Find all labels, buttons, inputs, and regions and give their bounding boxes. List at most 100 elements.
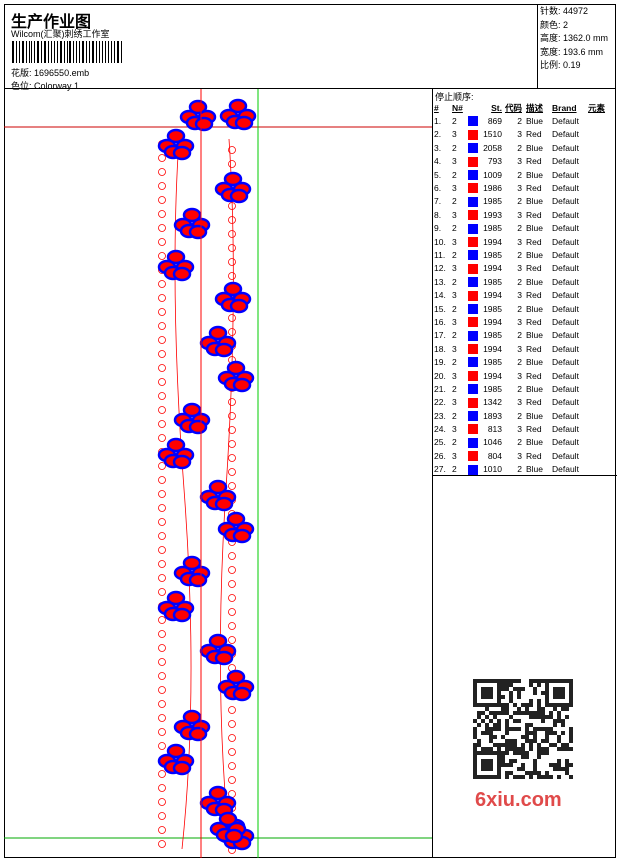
color-swatch: [468, 397, 478, 408]
row-stitches: 1985: [483, 357, 502, 368]
petal: [172, 607, 192, 623]
row-index: 24.: [434, 424, 446, 435]
color-swatch: [468, 156, 478, 167]
qr-module: [473, 703, 477, 707]
qr-module: [541, 679, 545, 683]
qr-module: [569, 727, 573, 731]
petal: [166, 249, 186, 265]
row-index: 3.: [434, 142, 442, 153]
barcode-bar: [21, 41, 24, 63]
qr-module: [553, 767, 557, 771]
color-swatch: [468, 290, 478, 301]
flower-motif: [199, 325, 237, 358]
qr-module: [493, 743, 497, 747]
flower-motif: [214, 171, 252, 204]
vine-bud: [158, 154, 166, 162]
row-code: 2: [517, 383, 522, 394]
flower-motif: [209, 811, 247, 844]
qr-module: [525, 703, 529, 707]
qr-module: [537, 771, 541, 775]
row-description: Blue: [526, 410, 544, 421]
table-row: 2. 3 1510 3 Red Default: [434, 128, 605, 141]
qr-module: [513, 759, 517, 763]
row-needle: 3: [452, 397, 457, 408]
col-description: 描述: [526, 102, 544, 113]
row-brand: Default: [552, 116, 579, 127]
table-row: 18. 3 1994 3 Red Default: [434, 342, 605, 355]
qr-module: [481, 731, 485, 735]
petal: [214, 650, 234, 666]
qr-module: [545, 751, 549, 755]
vine-bud: [158, 182, 166, 190]
qr-module: [473, 719, 477, 723]
qr-module: [557, 747, 561, 751]
vine-bud: [158, 364, 166, 372]
qr-module: [537, 711, 541, 715]
col-needle: N#: [452, 102, 463, 113]
row-description: Red: [526, 370, 542, 381]
barcode-bar: [117, 41, 120, 63]
qr-module: [521, 755, 525, 759]
vine-bud: [228, 314, 236, 322]
qr-module: [549, 727, 553, 731]
vine-bud: [228, 720, 236, 728]
qr-module: [481, 775, 485, 779]
qr-module: [513, 775, 517, 779]
vine-bud: [228, 608, 236, 616]
qr-module: [541, 775, 545, 779]
qr-module: [473, 731, 477, 735]
table-row: 20. 3 1994 3 Red Default: [434, 369, 605, 382]
row-code: 3: [517, 424, 522, 435]
qr-module: [497, 723, 501, 727]
row-code: 3: [517, 450, 522, 461]
row-brand: Default: [552, 370, 579, 381]
design-info: 针数: 44972 颜色: 2 高度: 1362.0 mm 宽度: 193.6 …: [537, 4, 616, 89]
qr-module: [557, 711, 561, 715]
qr-module: [537, 727, 541, 731]
qr-module: [561, 695, 565, 699]
row-needle: 3: [452, 370, 457, 381]
qr-module: [545, 771, 549, 775]
row-code: 2: [517, 223, 522, 234]
petal: [194, 116, 214, 132]
table-row: 7. 2 1985 2 Blue Default: [434, 195, 605, 208]
row-needle: 2: [452, 223, 457, 234]
qr-module: [565, 763, 569, 767]
qr-module: [541, 747, 545, 751]
vine-bud: [158, 196, 166, 204]
petal: [182, 555, 202, 571]
vine-bud: [158, 672, 166, 680]
vine-bud: [228, 272, 236, 280]
barcode-bar: [82, 41, 85, 63]
qr-module: [569, 731, 573, 735]
qr-module: [473, 755, 477, 759]
qr-module: [541, 691, 545, 695]
qr-module: [549, 731, 553, 735]
qr-module: [569, 687, 573, 691]
qr-module: [525, 711, 529, 715]
barcode-bar: [76, 41, 78, 63]
qr-module: [513, 743, 517, 747]
row-index: 27.: [434, 464, 446, 475]
qr-module: [481, 687, 485, 691]
table-row: 26. 3 804 3 Red Default: [434, 449, 605, 462]
table-row: 25. 2 1046 2 Blue Default: [434, 436, 605, 449]
qr-module: [561, 691, 565, 695]
barcode-bar: [98, 41, 100, 63]
qr-module: [553, 703, 557, 707]
row-stitches: 1985: [483, 196, 502, 207]
vine-bud: [228, 440, 236, 448]
qr-module: [549, 715, 553, 719]
row-stitches: 1993: [483, 209, 502, 220]
table-row: 22. 3 1342 3 Red Default: [434, 396, 605, 409]
vine-bud: [158, 728, 166, 736]
petal: [226, 511, 246, 527]
qr-module: [561, 747, 565, 751]
color-swatch: [468, 263, 478, 274]
row-index: 8.: [434, 209, 442, 220]
vine-bud: [228, 734, 236, 742]
row-description: Red: [526, 183, 542, 194]
qr-module: [501, 687, 505, 691]
qr-module: [497, 699, 501, 703]
vine-bud: [158, 798, 166, 806]
